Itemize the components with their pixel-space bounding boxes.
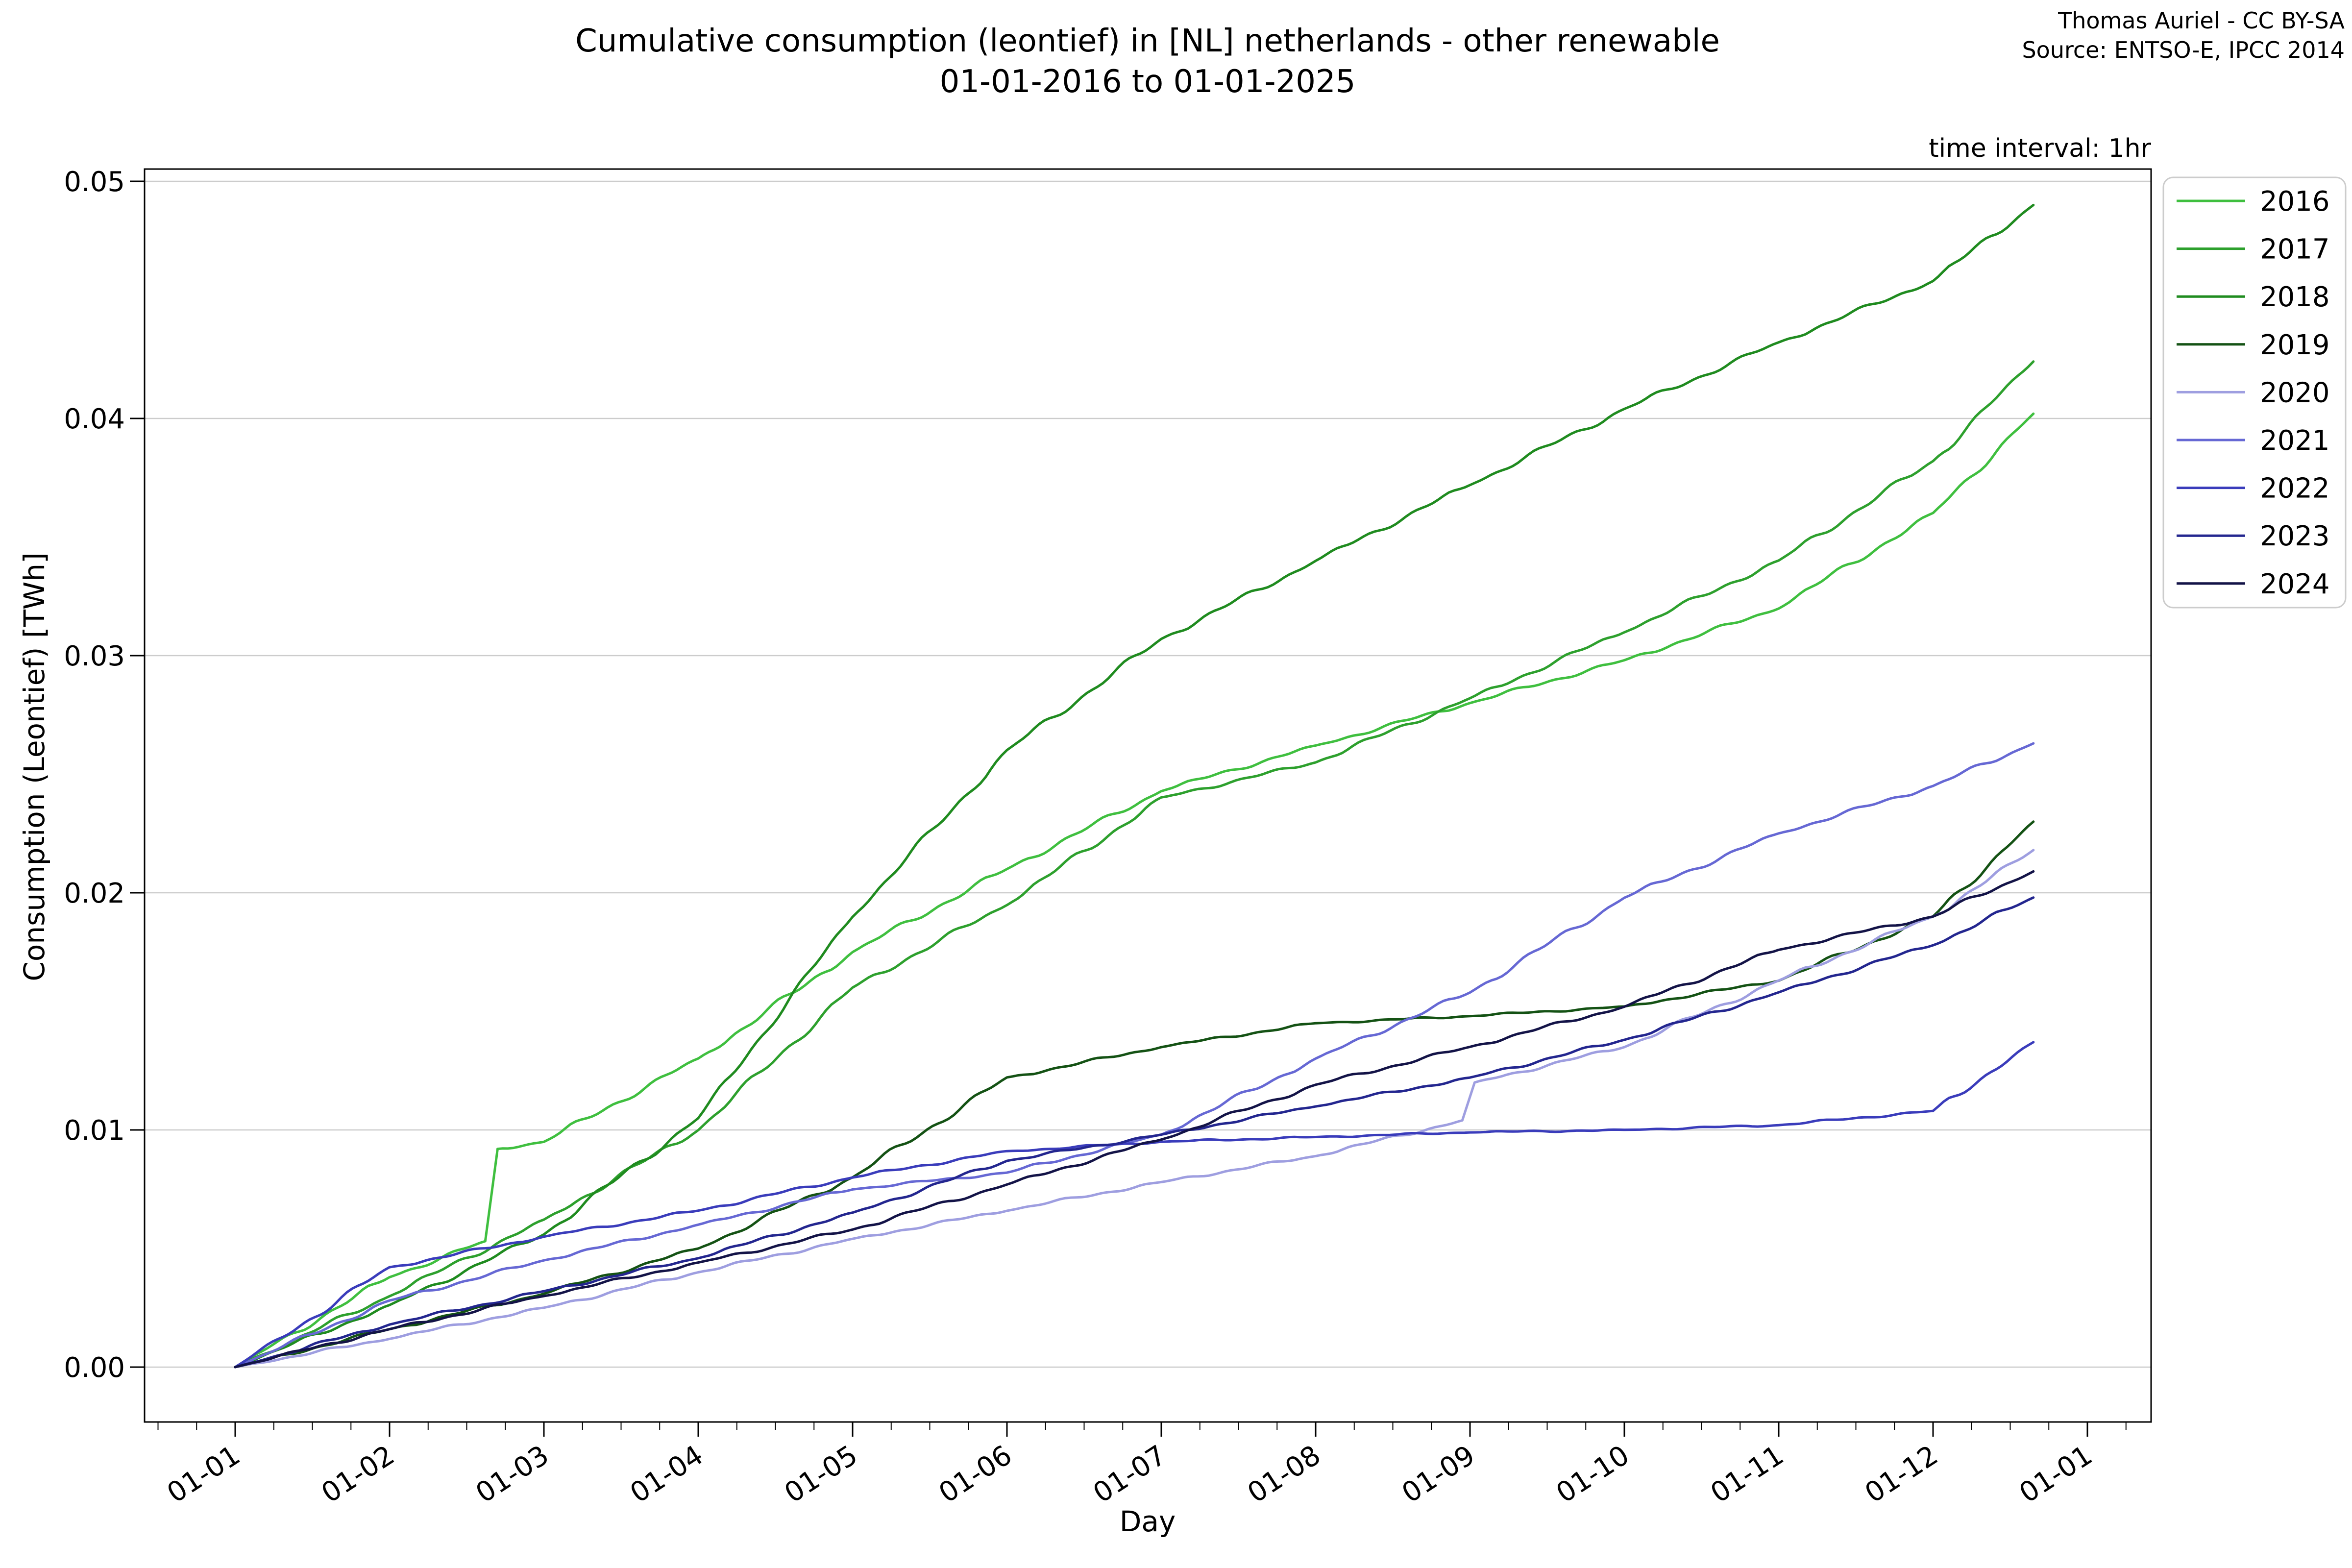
attribution-line2: Source: ENTSO-E, IPCC 2014 xyxy=(2022,37,2345,63)
x-tick-label: 01-10 xyxy=(1551,1439,1635,1509)
legend-label-2018: 2018 xyxy=(2260,281,2330,313)
axis-tick-labels: 0.00 0.01 0.02 0.03 0.04 0.05 01-01 01-02 01-03 0… xyxy=(64,166,2098,1509)
x-tick-label: 01-09 xyxy=(1396,1439,1481,1509)
x-tick-label: 01-11 xyxy=(1705,1439,1789,1509)
legend-label-2017: 2017 xyxy=(2260,234,2330,266)
series-line-2016 xyxy=(234,412,2035,1369)
legend-label-2022: 2022 xyxy=(2260,473,2330,505)
gridlines xyxy=(145,180,2151,1368)
attribution-line1: Thomas Auriel - CC BY-SA xyxy=(2058,7,2345,34)
legend-label-2019: 2019 xyxy=(2260,329,2330,361)
plot-frame xyxy=(144,168,2152,1423)
legend-label-2021: 2021 xyxy=(2260,425,2330,457)
legend-label-2023: 2023 xyxy=(2260,520,2330,552)
x-tick-label: 01-05 xyxy=(779,1439,863,1509)
x-tick-label: 01-04 xyxy=(625,1439,709,1509)
x-tick-label: 01-02 xyxy=(316,1439,400,1509)
x-tick-label: 01-07 xyxy=(1088,1439,1172,1509)
series-line-2018 xyxy=(234,203,2035,1369)
chart-title-line1: Cumulative consumption (leontief) in [NL… xyxy=(575,23,1720,59)
axis-ticks xyxy=(130,180,2127,1437)
y-tick-label: 0.05 xyxy=(64,166,125,198)
series-line-2023 xyxy=(234,896,2035,1369)
series-line-2017 xyxy=(234,360,2035,1369)
x-tick-label: 01-06 xyxy=(933,1439,1018,1509)
y-axis-label: Consumption (Leontief) [TWh] xyxy=(18,552,51,981)
x-tick-label: 01-03 xyxy=(470,1439,555,1509)
y-tick-label: 0.00 xyxy=(64,1352,125,1384)
x-tick-label: 01-08 xyxy=(1242,1439,1326,1509)
series-line-2022 xyxy=(234,1041,2035,1369)
y-tick-label: 0.01 xyxy=(64,1115,125,1147)
time-interval-note: time interval: 1hr xyxy=(1929,134,2151,163)
chart-title-line2: 01-01-2016 to 01-01-2025 xyxy=(940,64,1356,100)
x-tick-label: 01-01 xyxy=(162,1439,246,1509)
y-tick-label: 0.03 xyxy=(64,640,125,672)
series-line-2019 xyxy=(234,820,2035,1369)
y-tick-label: 0.04 xyxy=(64,403,125,435)
series-line-2020 xyxy=(234,849,2035,1369)
y-tick-label: 0.02 xyxy=(64,878,125,909)
data-series xyxy=(234,203,2035,1369)
legend: 2016 2017 2018 2019 2020 2021 2022 2023 2024 xyxy=(2162,176,2347,609)
legend-box xyxy=(2162,176,2347,609)
legend-label-2024: 2024 xyxy=(2260,568,2330,600)
series-line-2021 xyxy=(234,742,2035,1369)
x-tick-label: 01-01 xyxy=(2014,1439,2098,1509)
x-axis-label: Day xyxy=(1120,1505,1176,1538)
series-line-2024 xyxy=(234,870,2035,1369)
legend-label-2016: 2016 xyxy=(2260,186,2330,218)
x-tick-label: 01-12 xyxy=(1860,1439,1944,1509)
legend-label-2020: 2020 xyxy=(2260,377,2330,409)
